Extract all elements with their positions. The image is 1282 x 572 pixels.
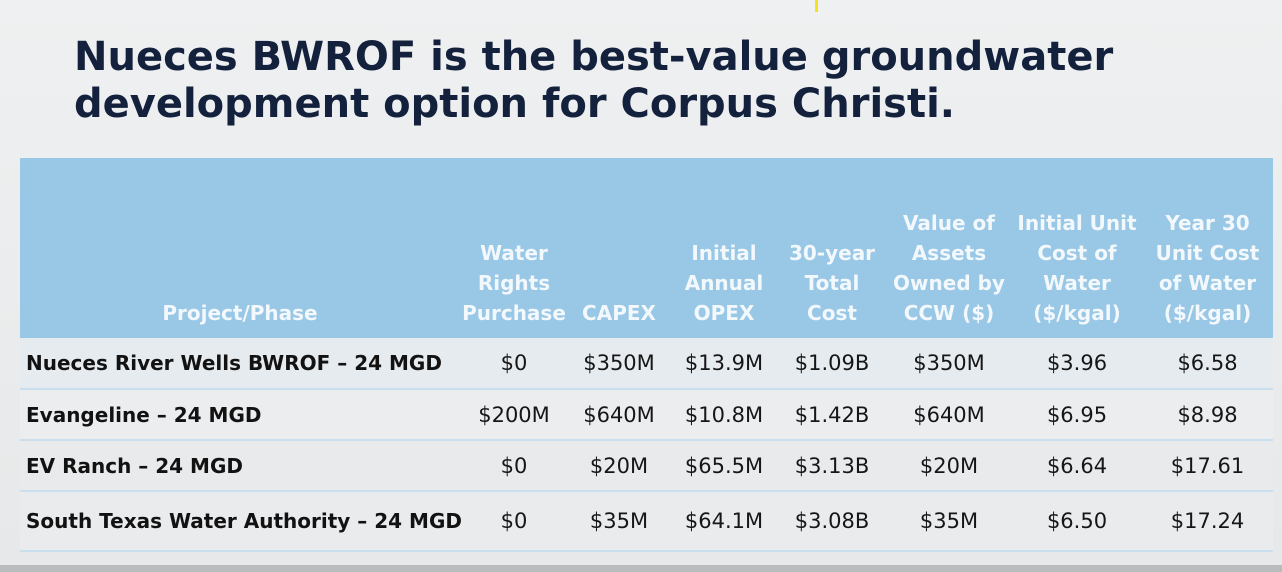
cell-asset-value: $20M [886,440,1012,492]
cell-total-cost: $3.13B [778,440,886,492]
cell-initial-unit-cost: $6.95 [1012,389,1142,441]
header-row: Project/Phase Water Rights Purchase CAPE… [20,158,1273,338]
table-row: EV Ranch – 24 MGD $0 $20M $65.5M $3.13B … [20,440,1273,492]
cell-capex: $20M [568,440,670,492]
cell-project: Evangeline – 24 MGD [20,389,460,441]
cell-water-rights: $0 [460,491,568,552]
cell-year30-unit-cost: $17.61 [1142,440,1273,492]
cell-capex: $640M [568,389,670,441]
bottom-border-band [0,565,1282,572]
cell-asset-value: $350M [886,338,1012,390]
cell-year30-unit-cost: $6.58 [1142,338,1273,390]
header-initial-unit-cost: Initial Unit Cost of Water ($/kgal) [1012,158,1142,338]
cell-project: South Texas Water Authority – 24 MGD [20,491,462,552]
yellow-marker [815,0,818,12]
header-water-rights-purchase: Water Rights Purchase [460,158,568,338]
cell-water-rights: $0 [460,440,568,492]
header-year-30-unit-cost: Year 30 Unit Cost of Water ($/kgal) [1142,158,1273,338]
cell-opex: $65.5M [670,440,778,492]
cell-project: Nueces River Wells BWROF – 24 MGD [20,338,460,390]
table-header: Project/Phase Water Rights Purchase CAPE… [20,158,1273,338]
cell-water-rights: $0 [460,338,568,390]
cell-project: EV Ranch – 24 MGD [20,440,460,492]
cell-year30-unit-cost: $8.98 [1142,389,1273,441]
header-initial-annual-opex: Initial Annual OPEX [670,158,778,338]
slide-title: Nueces BWROF is the best-value groundwat… [74,34,1224,128]
comparison-table: Project/Phase Water Rights Purchase CAPE… [20,158,1273,552]
table-body: Nueces River Wells BWROF – 24 MGD $0 $35… [20,338,1273,552]
cell-water-rights: $200M [460,389,568,441]
header-value-of-assets: Value of Assets Owned by CCW ($) [886,158,1012,338]
cell-asset-value: $640M [886,389,1012,441]
cell-total-cost: $1.09B [778,338,886,390]
header-30-year-total-cost: 30-year Total Cost [778,158,886,338]
cell-opex: $13.9M [670,338,778,390]
slide-title-line-1: Nueces BWROF is the best-value groundwat… [74,34,1114,80]
table-row: Nueces River Wells BWROF – 24 MGD $0 $35… [20,338,1273,390]
cell-total-cost: $1.42B [778,389,886,441]
table-row: South Texas Water Authority – 24 MGD $0 … [20,491,1273,552]
cell-capex: $350M [568,338,670,390]
cell-total-cost: $3.08B [778,491,886,552]
cell-year30-unit-cost: $17.24 [1142,491,1273,552]
cell-capex: $35M [568,491,670,552]
cell-asset-value: $35M [886,491,1012,552]
table-row: Evangeline – 24 MGD $200M $640M $10.8M $… [20,389,1273,441]
cell-initial-unit-cost: $6.64 [1012,440,1142,492]
slide-title-line-2: development option for Corpus Christi. [74,81,955,127]
header-project-phase: Project/Phase [20,158,460,338]
cell-opex: $10.8M [670,389,778,441]
cell-initial-unit-cost: $3.96 [1012,338,1142,390]
cell-opex: $64.1M [670,491,778,552]
header-capex: CAPEX [568,158,670,338]
cell-initial-unit-cost: $6.50 [1012,491,1142,552]
